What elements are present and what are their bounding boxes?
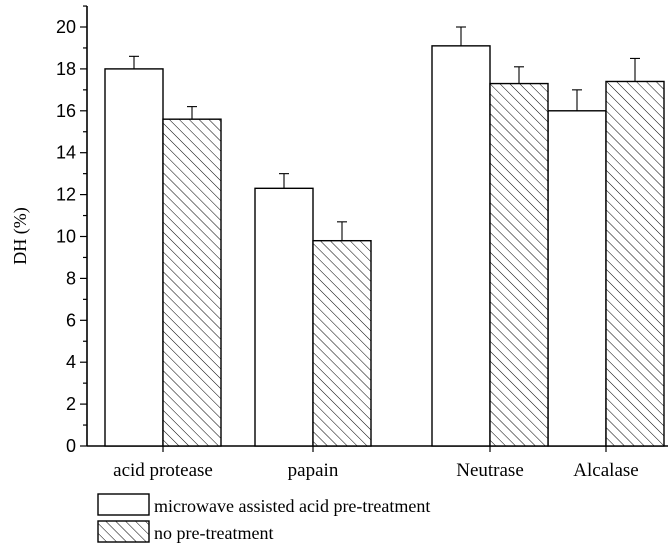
bar-series1-3	[547, 110, 607, 447]
plot-area: 0 2 4 6 8 10 12 14 16 18 20 acid protease papain Neut…	[56, 5, 668, 481]
y-tick-label: 18	[56, 59, 76, 79]
y-tick-label: 6	[66, 310, 76, 330]
y-tick-label: 2	[66, 394, 76, 414]
x-category-label: Neutrase	[456, 460, 524, 481]
bar-series2-1	[312, 239, 372, 447]
legend-label-1: microwave assisted acid pre-treatment	[154, 496, 430, 516]
bar-series2-3	[605, 80, 665, 447]
x-category-label: acid protease	[113, 460, 213, 481]
y-tick-label: 0	[66, 436, 76, 456]
legend-swatch-1	[97, 493, 150, 516]
x-category-label: papain	[288, 460, 339, 481]
y-tick-label: 10	[56, 227, 76, 247]
y-tick-label: 20	[56, 17, 76, 37]
y-tick-label: 4	[66, 352, 76, 372]
legend-label-2: no pre-treatment	[154, 523, 273, 543]
y-tick-label: 8	[66, 268, 76, 288]
y-tick-label: 12	[56, 185, 76, 205]
bar-series1-2	[431, 45, 491, 447]
legend-swatch-2	[97, 520, 150, 543]
x-category-label: Alcalase	[573, 460, 638, 481]
bar-series1-1	[254, 187, 314, 447]
y-tick-label: 16	[56, 101, 76, 121]
legend: microwave assisted acid pre-treatment no …	[97, 493, 430, 543]
y-axis-title: DH (%)	[10, 207, 31, 264]
bar-series1-0	[104, 68, 164, 447]
bar-series2-2	[489, 82, 549, 447]
bar-series2-0	[162, 118, 222, 447]
y-tick-label: 14	[56, 143, 76, 163]
